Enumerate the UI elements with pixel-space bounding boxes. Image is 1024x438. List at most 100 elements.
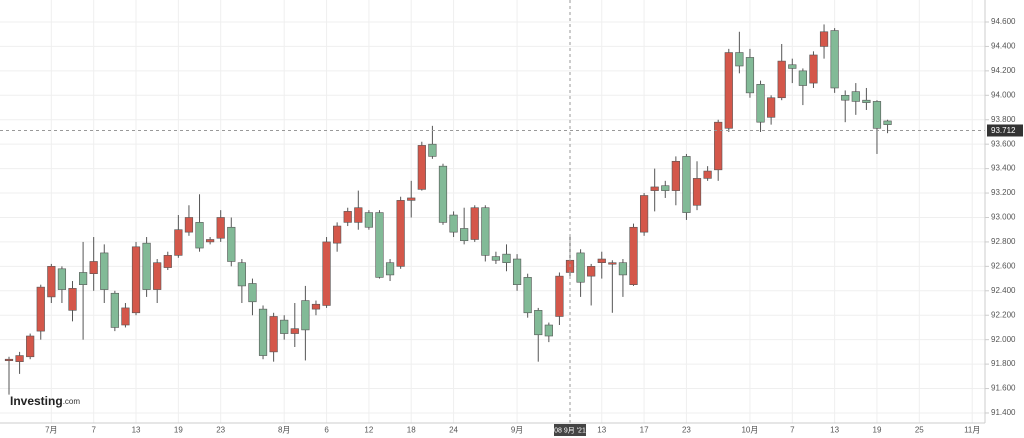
- candle-body: [629, 226, 638, 285]
- y-tick-label: 94.400: [991, 42, 1016, 51]
- y-tick-label: 92.400: [991, 286, 1016, 295]
- candle-body: [311, 303, 321, 310]
- candle-body: [195, 222, 204, 249]
- x-tick-label: 13: [597, 426, 606, 435]
- candle-body: [735, 52, 744, 67]
- candle-body: [375, 212, 384, 278]
- y-tick-label: 91.600: [991, 384, 1016, 393]
- candle-body: [290, 328, 299, 334]
- x-tick-label: 13: [132, 426, 141, 435]
- y-tick-label: 92.800: [991, 237, 1016, 246]
- candle-body: [428, 143, 437, 157]
- candle-body: [47, 266, 56, 298]
- logo: Investing.com: [10, 394, 80, 408]
- x-tick-label: 24: [449, 426, 458, 435]
- y-tick-label: 93.800: [991, 115, 1016, 124]
- x-tick-label: 7: [91, 426, 96, 435]
- candle-body: [608, 262, 617, 265]
- candle-body: [407, 197, 416, 201]
- y-tick-label: 93.200: [991, 188, 1016, 197]
- candle-body: [89, 261, 98, 274]
- candle-body: [777, 60, 786, 99]
- candle-body: [692, 178, 702, 206]
- candle-body: [184, 217, 194, 233]
- x-tick-label: 23: [682, 426, 691, 435]
- y-tick-label: 93.400: [991, 164, 1016, 173]
- x-tick-label: 11月: [964, 426, 980, 435]
- candle-body: [100, 252, 109, 290]
- candle-body: [269, 316, 278, 353]
- candle-body: [57, 268, 67, 290]
- y-tick-label: 94.000: [991, 90, 1016, 99]
- candle-body: [322, 241, 331, 306]
- candle-body: [396, 200, 405, 267]
- candle-body: [597, 258, 606, 263]
- candle-body: [354, 207, 363, 223]
- candle-body: [502, 253, 511, 263]
- candle-body: [417, 145, 426, 190]
- candle-body: [830, 30, 839, 89]
- crosshair-y-label: 93.712: [991, 126, 1016, 135]
- y-tick-label: 94.600: [991, 17, 1016, 26]
- candle-body: [555, 275, 564, 317]
- candle-body: [438, 165, 448, 223]
- candle-body: [491, 256, 501, 261]
- candle-body: [280, 319, 289, 334]
- candle-body: [470, 207, 479, 240]
- candle-body: [650, 186, 659, 191]
- x-tick-label: 8月: [278, 426, 290, 435]
- x-tick-label: 18: [407, 426, 416, 435]
- candles: [4, 24, 892, 395]
- candle-body: [449, 214, 458, 233]
- crosshair-x-label: 08 9月 '21: [554, 426, 586, 434]
- candle-body: [237, 262, 246, 287]
- candle-body: [78, 272, 88, 285]
- y-tick-label: 93.000: [991, 213, 1016, 222]
- candle-body: [841, 95, 850, 101]
- logo-name: Investing: [10, 394, 63, 408]
- candle-body: [333, 225, 342, 244]
- y-tick-label: 93.600: [991, 139, 1016, 148]
- candle-body: [36, 286, 45, 332]
- x-tick-label: 6: [324, 426, 329, 435]
- candle-body: [576, 252, 585, 283]
- x-tick-label: 7月: [45, 426, 57, 435]
- crosshair-y-box: [987, 124, 1023, 137]
- logo-suffix: .com: [63, 397, 81, 406]
- candle-body: [206, 239, 215, 243]
- candle-body: [703, 170, 712, 179]
- candle-body: [110, 292, 119, 328]
- candle-body: [671, 160, 680, 191]
- x-tick-label: 9月: [511, 426, 523, 435]
- candle-body: [809, 54, 818, 84]
- candle-body: [174, 229, 183, 256]
- candle-body: [26, 335, 35, 358]
- x-tick-label: 12: [364, 426, 373, 435]
- x-tick-label: 17: [640, 426, 649, 435]
- x-tick-label: 25: [915, 426, 924, 435]
- candle-body: [745, 57, 755, 94]
- candle-body: [4, 358, 14, 362]
- candle-body: [639, 195, 649, 233]
- candle-body: [682, 156, 691, 213]
- x-tick-label: 19: [174, 426, 183, 435]
- candle-body: [153, 262, 162, 290]
- x-tick-label: 19: [873, 426, 882, 435]
- candle-body: [862, 99, 871, 103]
- candle-body: [767, 97, 776, 118]
- candle-body: [301, 300, 310, 331]
- candle-body: [523, 277, 532, 314]
- candle-body: [460, 228, 469, 242]
- candle-body: [343, 211, 352, 223]
- y-tick-label: 92.200: [991, 310, 1016, 319]
- x-tick-label: 23: [216, 426, 225, 435]
- candle-body: [661, 185, 670, 191]
- candle-body: [819, 31, 829, 47]
- x-tick-label: 10月: [741, 426, 758, 435]
- y-tick-label: 91.800: [991, 359, 1016, 368]
- candle-body: [534, 310, 543, 336]
- candle-body: [872, 101, 882, 129]
- candle-body: [227, 226, 236, 262]
